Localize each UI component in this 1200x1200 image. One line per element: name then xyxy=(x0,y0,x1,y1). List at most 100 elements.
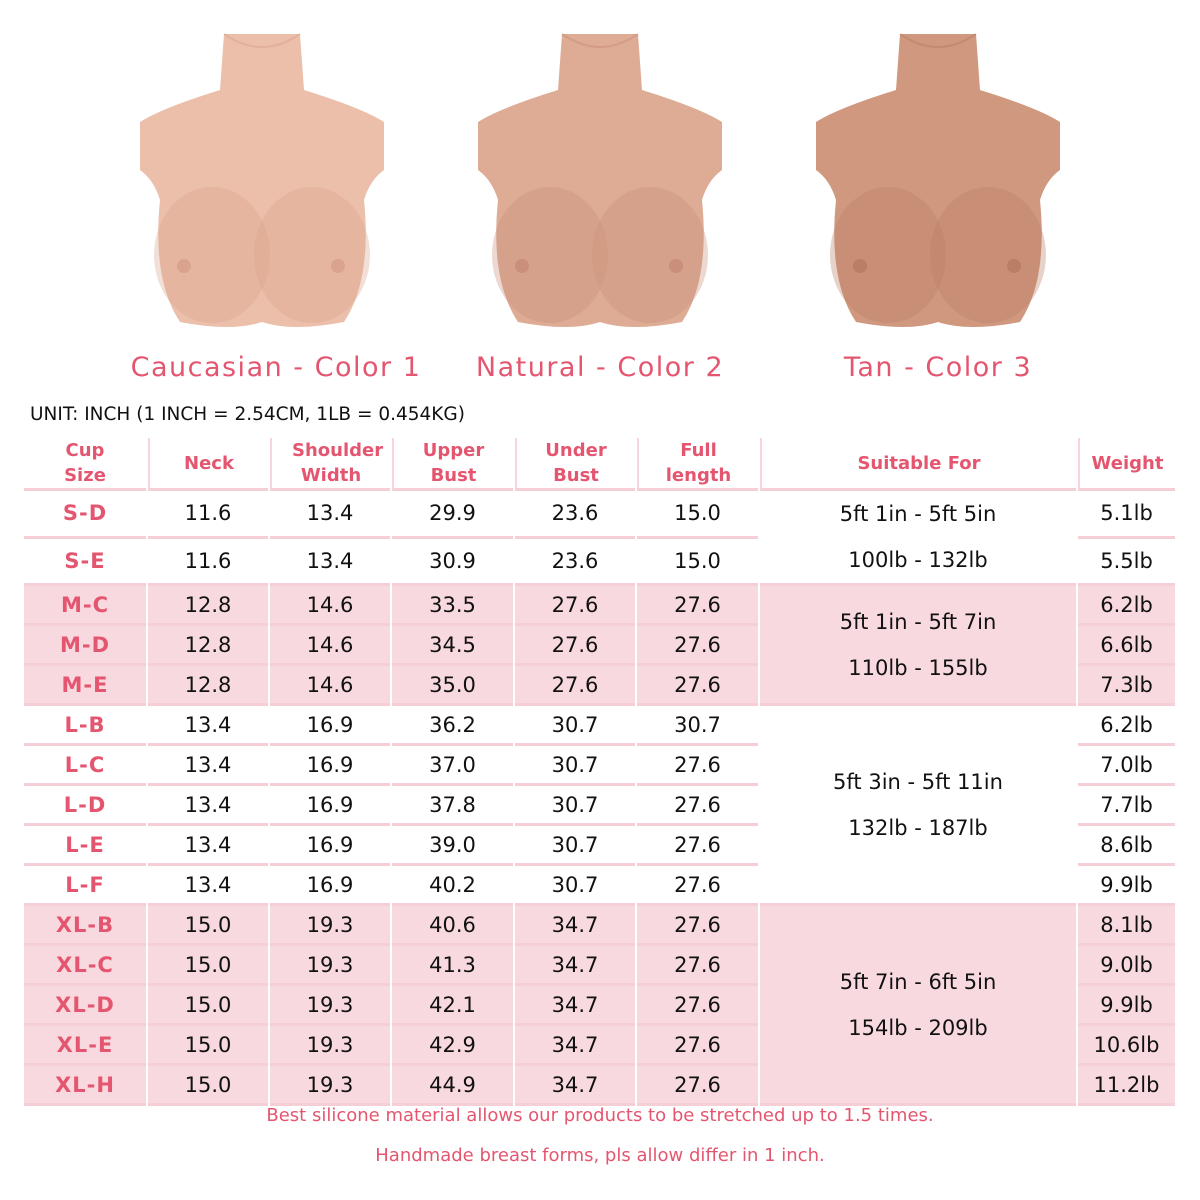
weight-cell: 10.6lb xyxy=(1078,1026,1175,1066)
table-row: M-C 12.8 14.6 33.5 27.6 27.6 5ft 1in - 5ft 7in… xyxy=(24,586,1175,706)
table-row: L-E 13.4 16.9 39.0 30.7 27.6 8.6lb xyxy=(24,826,1175,866)
measurement-cell: 27.6 xyxy=(637,906,758,946)
suitable-for-line: 154lb - 209lb xyxy=(848,1015,988,1040)
measurement-cell: 27.6 xyxy=(637,986,758,1026)
measurement-cell: 27.6 xyxy=(515,626,635,666)
table-row: S-E 11.6 13.4 30.9 23.6 15.0 5.5lb xyxy=(24,539,1175,586)
column-header: Neck xyxy=(148,438,268,491)
cup-size-cell: S-D xyxy=(24,491,146,539)
measurement-cell: 37.8 xyxy=(392,786,513,826)
footer-note-stretch: Best silicone material allows our produc… xyxy=(266,1105,934,1126)
measurement-cell: 27.6 xyxy=(637,666,758,706)
weight-cell: 6.6lb xyxy=(1078,626,1175,666)
cup-size-cell: L-F xyxy=(24,866,146,906)
footer-note-handmade: Handmade breast forms, pls allow differ … xyxy=(375,1145,825,1166)
measurement-cell: 41.3 xyxy=(392,946,513,986)
cup-size-cell: L-D xyxy=(24,786,146,826)
measurement-cell: 12.8 xyxy=(148,666,268,706)
measurement-cell: 19.3 xyxy=(270,906,390,946)
measurement-cell: 27.6 xyxy=(637,826,758,866)
suitable-for-cell: 5ft 1in - 5ft 7in 110lb - 155lb xyxy=(760,586,1076,706)
suitable-for-line: 5ft 1in - 5ft 7in xyxy=(839,609,997,634)
measurement-cell: 27.6 xyxy=(637,1066,758,1106)
suitable-for-line: 132lb - 187lb xyxy=(848,815,988,840)
suitable-for-line: 5ft 3in - 5ft 11in xyxy=(833,769,1003,794)
table-row: M-E 12.8 14.6 35.0 27.6 27.6 7.3lb xyxy=(24,666,1175,706)
measurement-cell: 34.7 xyxy=(515,1066,635,1106)
measurement-cell: 39.0 xyxy=(392,826,513,866)
table-row: S-D 11.6 13.4 29.9 23.6 15.0 5ft 1in - 5ft 5in… xyxy=(24,491,1175,586)
measurement-cell: 13.4 xyxy=(148,786,268,826)
column-header: Cup Size xyxy=(24,438,146,491)
cup-size-cell: L-E xyxy=(24,826,146,866)
measurement-cell: 27.6 xyxy=(637,786,758,826)
weight-cell: 5.5lb xyxy=(1078,539,1175,586)
measurement-cell: 11.6 xyxy=(148,491,268,539)
measurement-cell: 30.7 xyxy=(515,786,635,826)
measurement-cell: 16.9 xyxy=(270,746,390,786)
table-header-row: Cup Size Neck Shoulder Width Upper Bust Unde… xyxy=(24,438,1175,491)
product-image-1 xyxy=(132,30,392,340)
measurement-cell: 34.7 xyxy=(515,986,635,1026)
weight-cell: 6.2lb xyxy=(1078,706,1175,746)
measurement-cell: 15.0 xyxy=(148,986,268,1026)
weight-cell: 9.9lb xyxy=(1078,986,1175,1026)
table-row: L-B 13.4 16.9 36.2 30.7 30.7 5ft 3in - 5ft 11i… xyxy=(24,706,1175,906)
measurement-cell: 29.9 xyxy=(392,491,513,539)
measurement-cell: 27.6 xyxy=(637,1026,758,1066)
product-label-3: Tan - Color 3 xyxy=(843,352,1033,383)
weight-cell: 6.2lb xyxy=(1078,586,1175,626)
measurement-cell: 33.5 xyxy=(392,586,513,626)
suitable-for-cell: 5ft 1in - 5ft 5in 100lb - 132lb xyxy=(760,491,1076,586)
measurement-cell: 27.6 xyxy=(637,946,758,986)
measurement-cell: 15.0 xyxy=(148,1026,268,1066)
measurement-cell: 15.0 xyxy=(148,906,268,946)
cup-size-cell: L-B xyxy=(24,706,146,746)
measurement-cell: 14.6 xyxy=(270,626,390,666)
table-row: L-D 13.4 16.9 37.8 30.7 27.6 7.7lb xyxy=(24,786,1175,826)
measurement-cell: 19.3 xyxy=(270,986,390,1026)
suitable-for-cell: 5ft 3in - 5ft 11in 132lb - 187lb xyxy=(760,706,1076,906)
weight-cell: 9.9lb xyxy=(1078,866,1175,906)
table-row: M-D 12.8 14.6 34.5 27.6 27.6 6.6lb xyxy=(24,626,1175,666)
product-image-2 xyxy=(470,30,730,340)
measurement-cell: 27.6 xyxy=(637,866,758,906)
measurement-cell: 16.9 xyxy=(270,786,390,826)
table-row: XL-H 15.0 19.3 44.9 34.7 27.6 11.2lb xyxy=(24,1066,1175,1106)
measurement-cell: 15.0 xyxy=(637,491,758,539)
measurement-cell: 37.0 xyxy=(392,746,513,786)
measurement-cell: 23.6 xyxy=(515,491,635,539)
table-row: L-F 13.4 16.9 40.2 30.7 27.6 9.9lb xyxy=(24,866,1175,906)
column-header: Suitable For xyxy=(760,438,1076,491)
measurement-cell: 36.2 xyxy=(392,706,513,746)
cup-size-cell: S-E xyxy=(24,539,146,586)
table-row: XL-E 15.0 19.3 42.9 34.7 27.6 10.6lb xyxy=(24,1026,1175,1066)
measurement-cell: 34.5 xyxy=(392,626,513,666)
measurement-cell: 13.4 xyxy=(148,866,268,906)
measurement-cell: 27.6 xyxy=(515,666,635,706)
cup-size-cell: L-C xyxy=(24,746,146,786)
measurement-cell: 30.9 xyxy=(392,539,513,586)
measurement-cell: 15.0 xyxy=(148,946,268,986)
weight-cell: 7.7lb xyxy=(1078,786,1175,826)
cup-size-cell: M-E xyxy=(24,666,146,706)
suitable-for-line: 110lb - 155lb xyxy=(848,655,988,680)
column-header: Upper Bust xyxy=(392,438,513,491)
measurement-cell: 42.9 xyxy=(392,1026,513,1066)
cup-size-cell: M-D xyxy=(24,626,146,666)
measurement-cell: 34.7 xyxy=(515,946,635,986)
measurement-cell: 30.7 xyxy=(515,746,635,786)
measurement-cell: 42.1 xyxy=(392,986,513,1026)
column-header: Full length xyxy=(637,438,758,491)
measurement-cell: 16.9 xyxy=(270,706,390,746)
measurement-cell: 34.7 xyxy=(515,906,635,946)
weight-cell: 8.6lb xyxy=(1078,826,1175,866)
measurement-cell: 34.7 xyxy=(515,1026,635,1066)
measurement-cell: 27.6 xyxy=(637,746,758,786)
weight-cell: 7.3lb xyxy=(1078,666,1175,706)
measurement-cell: 27.6 xyxy=(637,626,758,666)
cup-size-cell: M-C xyxy=(24,586,146,626)
unit-note: UNIT: INCH (1 INCH = 2.54CM, 1LB = 0.454… xyxy=(30,404,465,425)
measurement-cell: 16.9 xyxy=(270,866,390,906)
measurement-cell: 40.6 xyxy=(392,906,513,946)
